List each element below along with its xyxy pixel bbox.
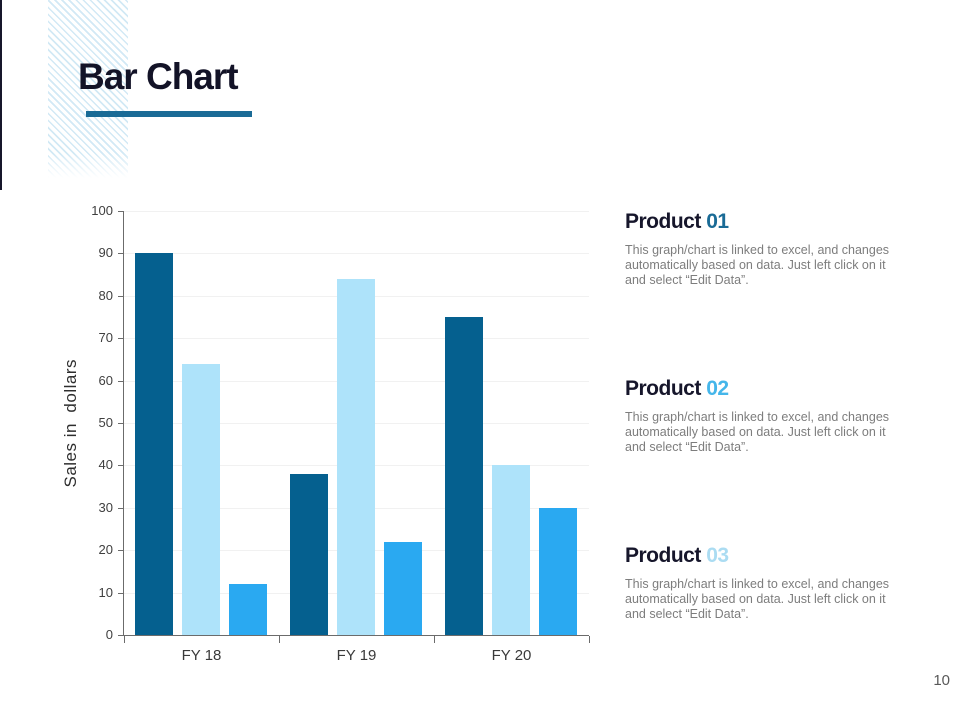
y-axis-tick	[118, 295, 123, 297]
y-axis-tick-label: 30	[98, 499, 113, 515]
y-axis-tick-label: 20	[98, 542, 113, 558]
product-01-label: Product	[625, 210, 701, 233]
product-03-number: 03	[706, 544, 729, 567]
product-02-description: This graph/chart is linked to excel, and…	[625, 410, 890, 454]
x-axis-tick	[279, 636, 280, 643]
x-axis-tick	[589, 636, 590, 643]
bar-series-medium-blue-fy-20[interactable]	[539, 507, 577, 635]
product-02-number: 02	[706, 377, 729, 400]
y-axis-tick-label: 60	[98, 372, 113, 388]
decorative-hatch-pattern	[48, 0, 128, 178]
bar-series-dark-blue-fy-18[interactable]	[135, 253, 173, 635]
y-axis-tick	[118, 550, 123, 552]
product-03-label: Product	[625, 544, 701, 567]
product-03-block: Product 03 This graph/chart is linked to…	[625, 544, 897, 621]
bar-series-light-blue-fy-19[interactable]	[337, 278, 375, 635]
bar-series-light-blue-fy-20[interactable]	[492, 465, 530, 635]
bar-series-dark-blue-fy-19[interactable]	[290, 473, 328, 635]
product-01-heading: Product 01	[625, 210, 897, 234]
y-axis-tick	[118, 253, 123, 255]
y-axis-tick	[118, 380, 123, 382]
bar-series-light-blue-fy-18[interactable]	[182, 363, 220, 635]
y-axis-tick-label: 40	[98, 457, 113, 473]
y-axis-tick	[118, 211, 123, 212]
y-axis-tick-label: 70	[98, 330, 113, 346]
y-axis-tick-label: 0	[105, 627, 113, 642]
bar-series-dark-blue-fy-20[interactable]	[445, 317, 483, 635]
product-02-block: Product 02 This graph/chart is linked to…	[625, 377, 897, 454]
product-01-number: 01	[706, 210, 729, 233]
bar-series-medium-blue-fy-18[interactable]	[229, 584, 267, 635]
page-title: Bar Chart	[78, 56, 239, 97]
y-axis-tick	[118, 635, 123, 636]
product-03-heading: Product 03	[625, 544, 897, 568]
product-01-block: Product 01 This graph/chart is linked to…	[625, 210, 897, 287]
y-axis-tick	[118, 423, 123, 424]
bar-chart-plot-area[interactable]: 0 10 20 30 40 50 60 70 80 90 100 FY 18 FY 19 FY 20	[91, 203, 590, 664]
y-axis-tick-label: 80	[98, 287, 113, 303]
x-axis-tick	[124, 636, 125, 643]
x-axis-category-label: FY 18	[181, 647, 222, 664]
gridline	[124, 253, 589, 255]
y-axis-tick	[118, 465, 123, 467]
y-axis-tick-label: 10	[98, 584, 113, 600]
gridline	[124, 211, 589, 212]
y-axis-tick-label: 90	[98, 245, 113, 261]
product-02-heading: Product 02	[625, 377, 897, 401]
y-axis-tick-label: 100	[91, 203, 113, 218]
x-axis-category-label: FY 20	[491, 647, 532, 664]
x-axis-tick	[434, 636, 435, 643]
y-axis-tick	[118, 592, 123, 594]
product-02-label: Product	[625, 377, 701, 400]
y-axis-tick	[118, 507, 123, 509]
title-underline	[86, 111, 252, 117]
x-axis-category-label: FY 19	[336, 647, 377, 664]
bar-series-medium-blue-fy-19[interactable]	[384, 541, 422, 635]
product-01-description: This graph/chart is linked to excel, and…	[625, 243, 890, 287]
product-03-description: This graph/chart is linked to excel, and…	[625, 577, 890, 621]
y-axis-tick	[118, 338, 123, 340]
page-number: 10	[933, 672, 950, 689]
left-edge-accent-bar	[0, 0, 2, 190]
y-axis-tick-label: 50	[98, 415, 113, 430]
